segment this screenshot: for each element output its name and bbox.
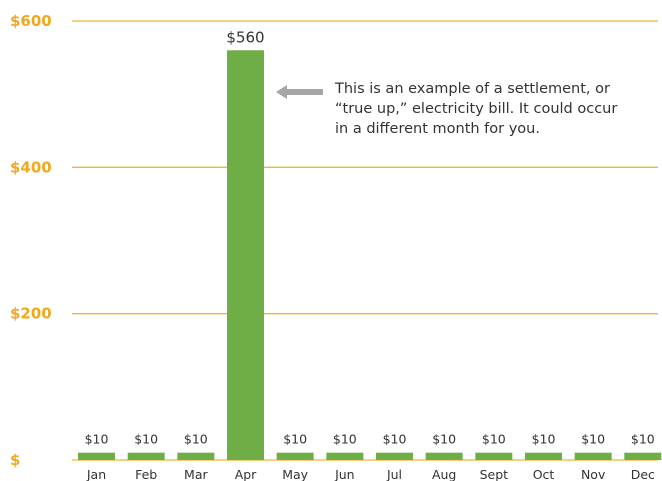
bar-feb bbox=[127, 452, 165, 460]
data-label: $10 bbox=[134, 432, 158, 447]
y-tick-label: $400 bbox=[10, 158, 52, 176]
bar-dec bbox=[624, 452, 662, 460]
y-tick-label: $200 bbox=[10, 305, 52, 323]
data-label: $10 bbox=[581, 432, 605, 447]
data-label: $10 bbox=[532, 432, 556, 447]
x-tick-label: May bbox=[282, 467, 308, 481]
bar-jun bbox=[326, 452, 364, 460]
data-label: $10 bbox=[85, 432, 109, 447]
data-label: $10 bbox=[383, 432, 407, 447]
bar-nov bbox=[574, 452, 612, 460]
y-tick-label: $600 bbox=[10, 12, 52, 30]
x-tick-label: Jul bbox=[386, 467, 402, 481]
data-label: $10 bbox=[631, 432, 655, 447]
data-label: $10 bbox=[333, 432, 357, 447]
bar-sept bbox=[475, 452, 513, 460]
bar-jan bbox=[78, 452, 115, 460]
x-tick-label: Sept bbox=[480, 467, 509, 481]
x-tick-label: Mar bbox=[184, 467, 208, 481]
bar-apr bbox=[227, 50, 264, 461]
bar-oct bbox=[525, 452, 562, 460]
data-label: $10 bbox=[283, 432, 307, 447]
x-tick-label: Feb bbox=[135, 467, 157, 481]
data-label: $10 bbox=[482, 432, 506, 447]
annotation-line-1: This is an example of a settlement, or bbox=[334, 81, 610, 97]
x-tick-label: Nov bbox=[581, 467, 606, 481]
bar-may bbox=[276, 452, 314, 460]
x-tick-label: Apr bbox=[235, 467, 257, 481]
annotation-arrow-icon bbox=[276, 85, 323, 99]
y-axis-ticks: $ $200 $400 $600 bbox=[10, 12, 52, 469]
x-tick-label: Jun bbox=[334, 467, 355, 481]
bar-mar bbox=[177, 452, 215, 460]
bar-aug bbox=[425, 452, 463, 460]
x-tick-label: Dec bbox=[631, 467, 655, 481]
bars bbox=[78, 50, 662, 461]
annotation: This is an example of a settlement, or “… bbox=[276, 81, 617, 137]
x-tick-label: Oct bbox=[533, 467, 555, 481]
data-label: $560 bbox=[226, 28, 264, 46]
bar-jul bbox=[376, 452, 413, 460]
x-tick-label: Aug bbox=[432, 467, 456, 481]
annotation-line-2: “true up,” electricity bill. It could oc… bbox=[335, 101, 617, 117]
x-tick-label: Jan bbox=[86, 467, 106, 481]
data-label: $10 bbox=[184, 432, 208, 447]
data-labels: $10 $10 $10 $560 $10 $10 $10 $10 $10 $10 $10 $10 bbox=[85, 28, 655, 446]
y-tick-label: $ bbox=[10, 451, 20, 469]
annotation-line-3: in a different month for you. bbox=[335, 121, 540, 137]
data-label: $10 bbox=[432, 432, 456, 447]
x-axis-ticks: Jan Feb Mar Apr May Jun Jul Aug Sept Oct Nov Dec bbox=[86, 467, 655, 481]
